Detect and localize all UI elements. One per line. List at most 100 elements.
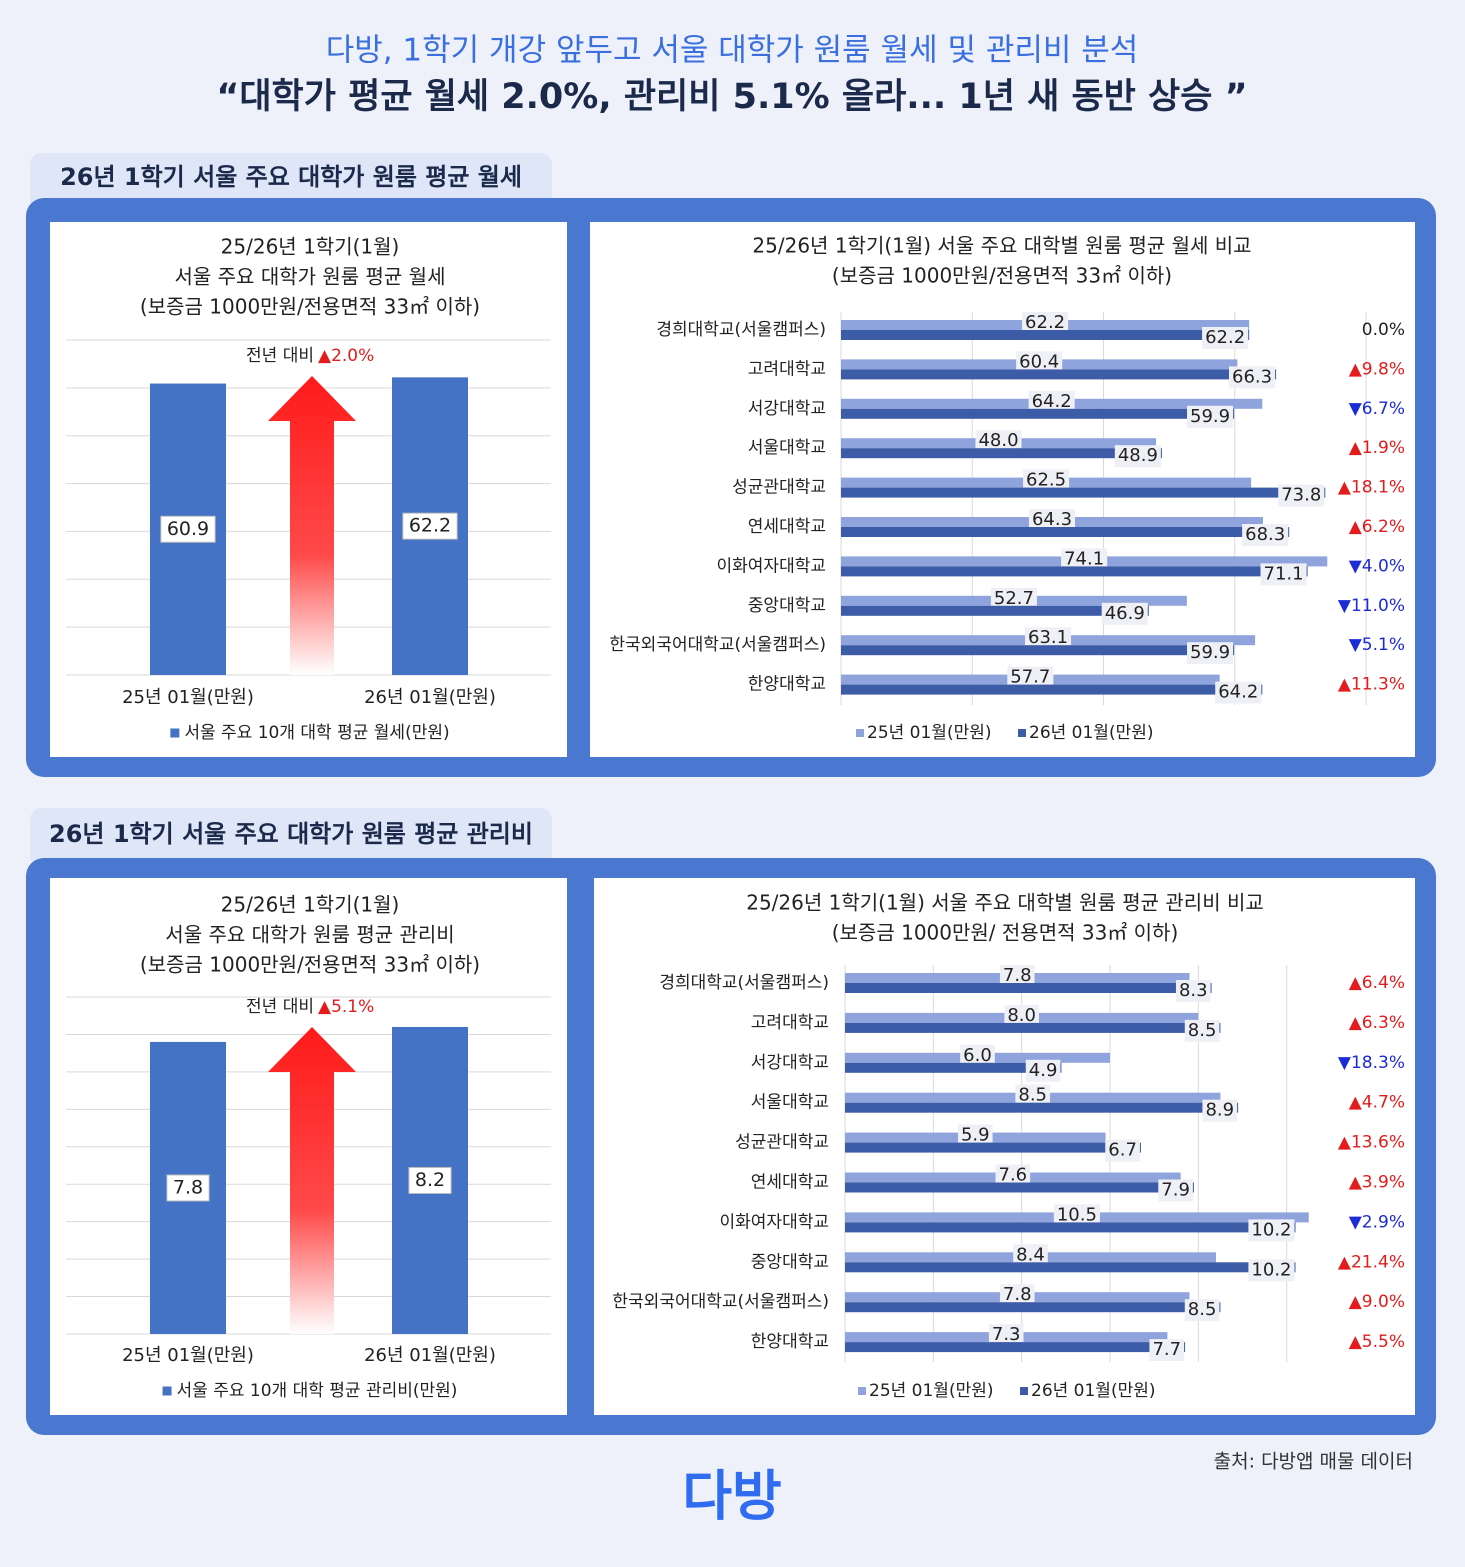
data-label-bg <box>1114 445 1161 468</box>
change-label: ▲5.5% <box>1349 1332 1405 1352</box>
change-label: ▲6.4% <box>1349 973 1405 993</box>
change-label: ▲6.2% <box>1349 517 1405 537</box>
data-label: 60.4 <box>1019 351 1059 372</box>
y-tick-label: 중앙대학교 <box>748 596 826 616</box>
data-label-bg <box>1215 681 1262 704</box>
legend-label: 서울 주요 10개 대학 평균 관리비(만원) <box>177 1381 458 1401</box>
bar <box>841 566 1308 577</box>
data-label-bg <box>160 515 216 543</box>
change-label: ▲1.9% <box>1349 438 1405 458</box>
data-label: 64.2 <box>1032 391 1072 412</box>
data-label: 66.3 <box>1232 366 1272 387</box>
data-label-bg <box>408 1166 452 1194</box>
section-title: 26년 1학기 서울 주요 대학가 원룸 평균 관리비 <box>49 820 533 848</box>
data-label: 7.8 <box>173 1176 203 1198</box>
chart-title: 25/26년 1학기(1월) 서울 주요 대학별 원룸 평균 관리비 비교 <box>746 891 1264 915</box>
chart-title: (보증금 1000만원/전용면적 33㎡ 이하) <box>832 264 1172 288</box>
data-label: 74.1 <box>1064 548 1104 569</box>
data-label-bg <box>995 1164 1031 1187</box>
annotation-change: ▲2.0% <box>318 346 374 366</box>
source: 출처: 다방앱 매물 데이터 <box>1214 1451 1413 1473</box>
bar <box>845 1062 1062 1073</box>
bar <box>845 1142 1141 1153</box>
data-label-bg <box>1158 1179 1193 1202</box>
chart-title: 25/26년 1학기(1월) <box>221 235 400 259</box>
data-label-bg <box>1184 1299 1220 1322</box>
data-label-bg <box>1101 602 1148 625</box>
change-label: ▼4.0% <box>1349 556 1405 576</box>
trend-arrow <box>268 376 356 675</box>
data-label: 10.2 <box>1251 1219 1291 1240</box>
data-label-bg <box>1202 327 1249 349</box>
bar <box>845 983 1212 993</box>
y-tick-label: 연세대학교 <box>751 1173 829 1193</box>
change-label: ▼6.7% <box>1349 399 1405 419</box>
data-label-bg <box>1025 627 1072 650</box>
legend-swatch <box>170 728 180 738</box>
data-label: 62.5 <box>1026 470 1066 491</box>
legend-label: 25년 01월(만원) <box>867 723 992 743</box>
data-label: 48.9 <box>1118 445 1158 466</box>
data-label-bg <box>957 1124 993 1147</box>
data-label: 7.3 <box>992 1324 1021 1345</box>
y-tick-label: 고려대학교 <box>751 1013 829 1033</box>
data-label-bg <box>1248 1219 1295 1242</box>
data-label-bg <box>1028 390 1075 413</box>
y-tick-label: 경희대학교(서울캠퍼스) <box>656 320 826 340</box>
bar <box>841 645 1235 656</box>
chart-title: 서울 주요 대학가 원룸 평균 월세 <box>175 265 446 289</box>
data-label: 71.1 <box>1264 563 1304 584</box>
data-label-bg <box>1007 666 1054 689</box>
data-label: 6.0 <box>963 1045 992 1066</box>
bar <box>845 1182 1194 1193</box>
data-label: 8.5 <box>1188 1020 1217 1041</box>
data-label: 59.9 <box>1190 406 1230 427</box>
bar <box>845 1342 1186 1353</box>
data-label: 52.7 <box>994 588 1034 609</box>
data-label: 64.2 <box>1218 682 1258 703</box>
data-label-bg <box>1260 563 1307 586</box>
data-label-bg <box>1022 312 1069 334</box>
y-tick-label: 이화여자대학교 <box>720 1212 829 1232</box>
data-label: 8.4 <box>1016 1244 1045 1265</box>
legend-label: 26년 01월(만원) <box>1031 1381 1156 1401</box>
legend-label: 25년 01월(만원) <box>869 1381 994 1401</box>
data-label: 7.6 <box>999 1165 1028 1186</box>
change-label: ▲11.3% <box>1338 675 1405 695</box>
data-label-bg <box>1023 469 1070 492</box>
data-label-bg <box>1149 1339 1185 1362</box>
change-label: ▲21.4% <box>1338 1252 1405 1272</box>
data-label-bg <box>975 430 1022 453</box>
bar <box>841 448 1162 459</box>
chart-title: 25/26년 1학기(1월) 서울 주요 대학별 원룸 평균 월세 비교 <box>752 234 1251 258</box>
data-label: 10.5 <box>1057 1204 1097 1225</box>
data-label-bg <box>1013 1244 1048 1267</box>
data-label-bg <box>1242 524 1289 546</box>
data-label-bg <box>1015 1084 1051 1107</box>
change-label: ▲9.0% <box>1349 1292 1405 1312</box>
data-label-bg <box>1187 642 1234 665</box>
chart-title: (보증금 1000만원/ 전용면적 33㎡ 이하) <box>832 921 1179 945</box>
change-label: ▲13.6% <box>1338 1133 1405 1153</box>
data-label: 5.9 <box>961 1125 990 1146</box>
y-tick-label: 서울대학교 <box>748 438 826 458</box>
y-tick-label: 성균관대학교 <box>732 478 826 498</box>
data-label-bg <box>402 512 458 540</box>
data-label-bg <box>166 1174 210 1202</box>
data-label-bg <box>999 965 1035 987</box>
header-title: 다방, 1학기 개강 앞두고 서울 대학가 원룸 월세 및 관리비 분석 <box>326 33 1139 69</box>
data-label-bg <box>1025 1059 1061 1082</box>
change-label: ▼2.9% <box>1349 1212 1405 1232</box>
logo: 다방 <box>682 1465 781 1528</box>
data-label: 63.1 <box>1028 627 1068 648</box>
data-label-bg <box>999 1284 1035 1307</box>
data-label: 8.5 <box>1018 1085 1047 1106</box>
change-label: ▲6.3% <box>1349 1013 1405 1033</box>
bar <box>845 1262 1296 1273</box>
y-tick-label: 이화여자대학교 <box>717 556 826 576</box>
y-tick-label: 한국외국어대학교(서울캠퍼스) <box>609 635 826 655</box>
legend-label: 26년 01월(만원) <box>1029 723 1154 743</box>
data-label-bg <box>1229 366 1276 389</box>
x-tick-label: 25년 01월(만원) <box>122 687 254 708</box>
data-label: 4.9 <box>1029 1060 1058 1081</box>
